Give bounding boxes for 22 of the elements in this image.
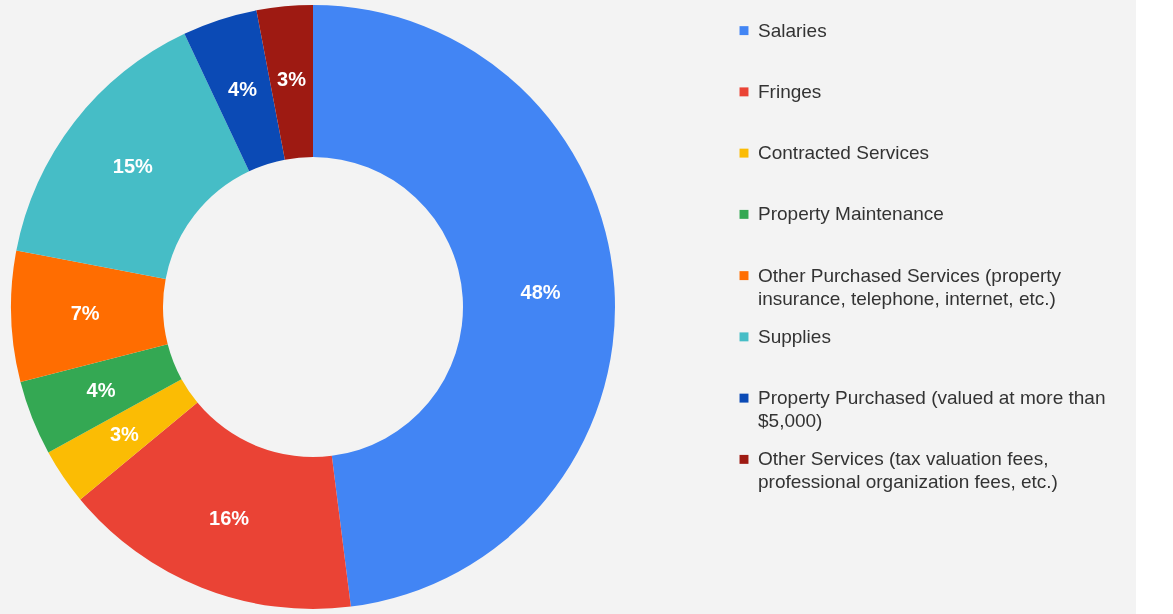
data-label: 16% xyxy=(209,506,250,529)
data-label: 4% xyxy=(86,378,116,401)
legend-label: Salaries xyxy=(758,19,827,41)
legend-label: Other Services (tax valuation fees, professional organization fees, etc.) xyxy=(758,448,1058,493)
donut-slice xyxy=(80,402,351,609)
data-label: 7% xyxy=(70,302,100,325)
donut-slice xyxy=(20,344,182,453)
legend-label: Property Purchased (valued at more than $5,000) xyxy=(758,387,1106,432)
legend-label: Other Purchased Services (property insurance, telephone, internet, etc.) xyxy=(758,264,1062,309)
donut-slice xyxy=(313,5,615,607)
legend-label: Contracted Services xyxy=(758,142,930,164)
donut-slice xyxy=(11,250,168,383)
data-label: 3% xyxy=(277,68,307,91)
legend-label: Property Maintenance xyxy=(758,203,944,225)
legend-label: Supplies xyxy=(758,325,831,347)
data-label: 48% xyxy=(520,280,561,303)
data-label: 4% xyxy=(228,78,258,101)
data-label: 3% xyxy=(109,423,140,446)
data-label: 15% xyxy=(112,155,154,178)
legend-label: Fringes xyxy=(758,80,822,102)
donut-slice xyxy=(48,379,198,500)
donut-slice xyxy=(256,5,313,160)
